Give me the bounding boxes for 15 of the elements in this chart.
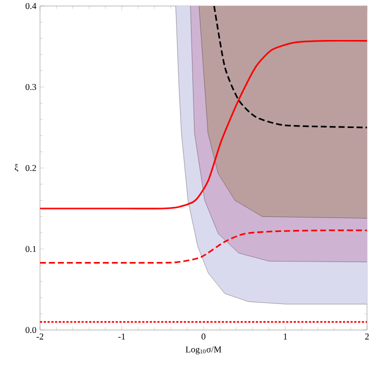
x-tick-label: 2 — [365, 334, 369, 340]
x-tick-label: 0 — [202, 334, 206, 340]
y-tick-label: 0.4 — [26, 2, 36, 10]
x-tick-label: -2 — [36, 334, 44, 340]
y-tick-label: 0.2 — [26, 164, 36, 172]
x-tick-label: -1 — [118, 334, 125, 340]
line-series — [213, 6, 367, 128]
x-axis-title: Log$_{10}$σ/M — [186, 346, 222, 354]
line-series — [40, 230, 367, 264]
y-tick-label: 0.3 — [26, 84, 36, 90]
y-tick-label: 0.0 — [26, 326, 36, 334]
y-axis-title: ξ — [14, 164, 18, 172]
line-series — [40, 40, 367, 210]
y-tick-label: 0.1 — [26, 246, 36, 252]
x-tick-label: 1 — [284, 334, 287, 340]
